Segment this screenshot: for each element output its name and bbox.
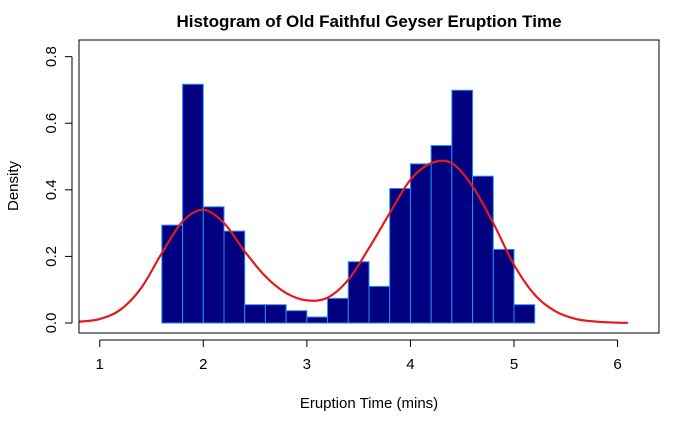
y-axis: 0.0 0.2 0.4 0.6 0.8: [43, 46, 73, 334]
x-tick-label-3: 4: [406, 356, 414, 373]
histogram-bar-13: [430, 145, 453, 324]
histogram-bar-4: [244, 304, 266, 324]
chart-title: Histogram of Old Faithful Geyser Eruptio…: [176, 12, 561, 31]
histogram-bar-17: [513, 304, 536, 324]
histogram-bars: [161, 83, 536, 324]
plot-frame: [78, 39, 660, 334]
x-tick-label-5: 6: [613, 356, 621, 373]
y-tick-label-1: 0.2: [43, 246, 60, 267]
y-tick-label-2: 0.4: [43, 179, 60, 200]
histogram-bar-5: [264, 304, 287, 324]
y-tick-label-3: 0.6: [43, 113, 60, 134]
histogram-bar-12: [409, 163, 432, 324]
y-tick-label-0: 0.0: [43, 313, 60, 334]
x-tick-label-1: 2: [199, 356, 207, 373]
density-curve: [78, 159, 628, 324]
x-axis-label: Eruption Time (mins): [300, 395, 438, 412]
histogram-bar-8: [327, 297, 349, 324]
x-axis: 1 2 3 4 5 6: [96, 339, 622, 373]
histogram-bar-15: [472, 175, 494, 324]
histogram-bar-16: [492, 248, 515, 324]
histogram-bar-3: [223, 230, 246, 324]
histogram-bar-9: [347, 261, 370, 324]
x-tick-label-2: 3: [303, 356, 311, 373]
x-tick-label-4: 5: [510, 356, 518, 373]
histogram-bar-0: [161, 224, 184, 324]
histogram-bar-7: [306, 316, 329, 324]
y-tick-label-4: 0.8: [43, 46, 60, 67]
histogram-bar-10: [368, 285, 391, 324]
histogram-bar-14: [451, 89, 474, 324]
histogram-bar-6: [285, 310, 308, 324]
histogram-bar-1: [182, 83, 204, 324]
histogram-bar-2: [202, 206, 225, 324]
x-tick-label-0: 1: [96, 356, 104, 373]
y-axis-label: Density: [5, 160, 22, 211]
